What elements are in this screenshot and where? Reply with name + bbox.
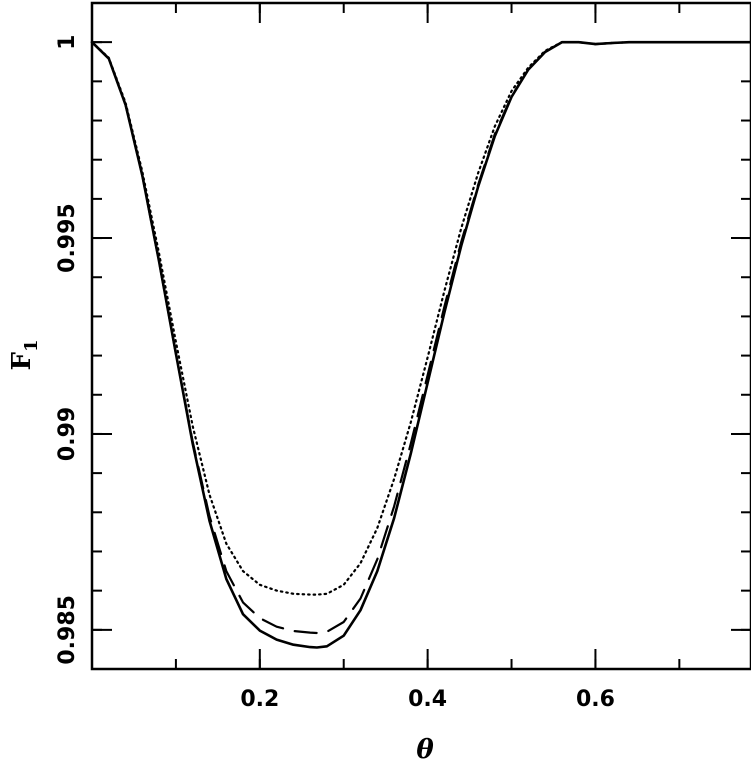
series-line-solid <box>90 40 751 649</box>
axes: 0.2 0.4 0.6 0.985 0.99 0.995 1 <box>55 1 751 712</box>
series-line-dotted <box>90 41 751 596</box>
x-tick-label: 0.6 <box>576 687 615 712</box>
y-axis-label: F1 <box>7 340 42 371</box>
y-tick-label: 1 <box>55 35 80 50</box>
x-tick-label: 0.4 <box>408 687 447 712</box>
y-tick-label: 0.995 <box>55 203 80 273</box>
y-axis-label-subscript: 1 <box>21 340 42 353</box>
x-tick-label: 0.2 <box>240 687 279 712</box>
series-layer <box>90 40 751 649</box>
x-axis-label: θ <box>416 735 434 765</box>
plot-frame <box>90 1 751 671</box>
labels-layer: θ F1 <box>7 340 434 766</box>
y-axis-label-main: F <box>7 352 37 371</box>
y-tick-label: 0.99 <box>55 407 80 461</box>
y-tick-label: 0.985 <box>55 595 80 665</box>
series-line-dashed <box>90 41 751 635</box>
